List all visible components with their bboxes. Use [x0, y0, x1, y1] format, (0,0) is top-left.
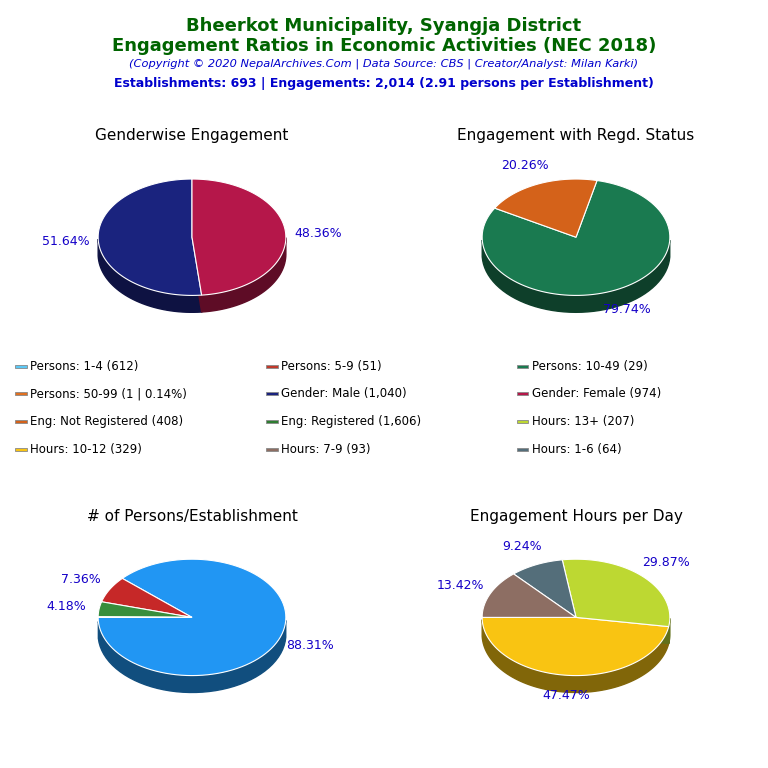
Text: 88.31%: 88.31% [286, 639, 334, 652]
Polygon shape [495, 179, 597, 237]
Text: 48.36%: 48.36% [295, 227, 343, 240]
Text: 13.42%: 13.42% [437, 579, 484, 591]
Text: 9.24%: 9.24% [502, 540, 542, 553]
Text: Hours: 7-9 (93): Hours: 7-9 (93) [281, 443, 370, 456]
Polygon shape [98, 179, 202, 296]
Bar [266, 392, 277, 396]
Polygon shape [192, 179, 286, 295]
Text: Hours: 1-6 (64): Hours: 1-6 (64) [532, 443, 621, 456]
Text: 4.18%: 4.18% [47, 600, 86, 613]
Title: Engagement with Regd. Status: Engagement with Regd. Status [458, 128, 694, 144]
Polygon shape [98, 602, 192, 617]
Bar [517, 392, 528, 396]
Polygon shape [98, 621, 286, 693]
Bar [15, 420, 27, 423]
Text: Hours: 13+ (207): Hours: 13+ (207) [532, 415, 634, 429]
Title: Engagement Hours per Day: Engagement Hours per Day [469, 508, 683, 524]
Polygon shape [192, 237, 202, 312]
Polygon shape [576, 617, 669, 644]
Polygon shape [98, 239, 202, 313]
Bar [266, 365, 277, 368]
Text: Engagement Ratios in Economic Activities (NEC 2018): Engagement Ratios in Economic Activities… [112, 37, 656, 55]
Bar [517, 448, 528, 451]
Text: Eng: Not Registered (408): Eng: Not Registered (408) [30, 415, 184, 429]
Polygon shape [482, 574, 576, 617]
Text: 7.36%: 7.36% [61, 573, 101, 586]
Title: Genderwise Engagement: Genderwise Engagement [95, 128, 289, 144]
Text: Hours: 10-12 (329): Hours: 10-12 (329) [30, 443, 142, 456]
Text: 29.87%: 29.87% [642, 556, 690, 568]
Text: Persons: 10-49 (29): Persons: 10-49 (29) [532, 359, 647, 372]
Text: 20.26%: 20.26% [502, 159, 549, 172]
Text: Persons: 50-99 (1 | 0.14%): Persons: 50-99 (1 | 0.14%) [30, 387, 187, 400]
Polygon shape [98, 559, 286, 676]
Bar [517, 365, 528, 368]
Text: 47.47%: 47.47% [542, 689, 590, 702]
Text: Bheerkot Municipality, Syangja District: Bheerkot Municipality, Syangja District [187, 17, 581, 35]
Text: Establishments: 693 | Engagements: 2,014 (2.91 persons per Establishment): Establishments: 693 | Engagements: 2,014… [114, 77, 654, 90]
Polygon shape [482, 617, 669, 676]
Polygon shape [576, 617, 669, 644]
Bar [266, 420, 277, 423]
Polygon shape [562, 559, 670, 627]
Polygon shape [101, 578, 192, 617]
Bar [15, 392, 27, 396]
Polygon shape [192, 237, 202, 312]
Text: Gender: Male (1,040): Gender: Male (1,040) [281, 387, 406, 400]
Text: Persons: 5-9 (51): Persons: 5-9 (51) [281, 359, 382, 372]
Polygon shape [482, 180, 670, 296]
Text: 51.64%: 51.64% [41, 235, 89, 248]
Bar [517, 420, 528, 423]
Polygon shape [202, 237, 286, 312]
Polygon shape [482, 240, 670, 313]
Title: # of Persons/Establishment: # of Persons/Establishment [87, 508, 297, 524]
Text: Persons: 1-4 (612): Persons: 1-4 (612) [30, 359, 138, 372]
Polygon shape [482, 620, 669, 693]
Bar [15, 448, 27, 451]
Text: Gender: Female (974): Gender: Female (974) [532, 387, 661, 400]
Bar [266, 448, 277, 451]
Polygon shape [514, 560, 576, 617]
Text: 79.74%: 79.74% [603, 303, 650, 316]
Text: Eng: Registered (1,606): Eng: Registered (1,606) [281, 415, 421, 429]
Text: (Copyright © 2020 NepalArchives.Com | Data Source: CBS | Creator/Analyst: Milan : (Copyright © 2020 NepalArchives.Com | Da… [130, 58, 638, 69]
Polygon shape [669, 618, 670, 644]
Bar [15, 365, 27, 368]
